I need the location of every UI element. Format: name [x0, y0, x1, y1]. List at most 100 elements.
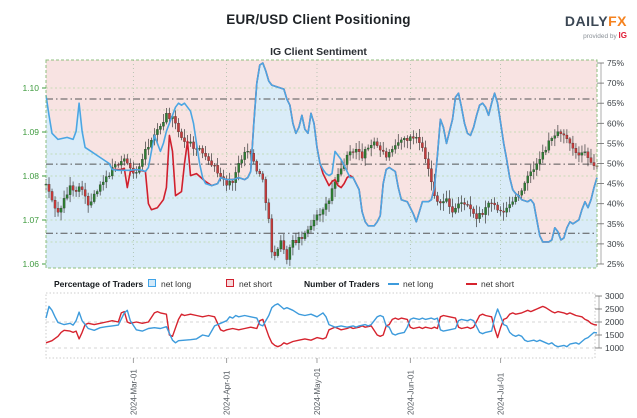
candle-body: [529, 171, 532, 177]
candle-body: [571, 142, 575, 149]
candle-body: [589, 157, 593, 163]
candle-body: [463, 202, 466, 205]
price-tick-label: 1.10: [22, 83, 39, 93]
candle-body: [83, 189, 87, 197]
legend-swatch-pct-net-short-icon: [226, 279, 234, 287]
candle-body: [312, 220, 316, 227]
candle-body: [165, 113, 168, 123]
candle-body: [439, 201, 442, 204]
candle-body: [451, 206, 454, 213]
candle-body: [378, 145, 382, 151]
candle-body: [213, 165, 216, 167]
percent-tick-label: 65%: [607, 98, 624, 108]
candle-body: [562, 133, 566, 136]
candle-body: [583, 151, 587, 153]
date-tick-label: 2024-Mar-01: [129, 369, 138, 415]
candle-body: [481, 213, 484, 215]
candle-body: [68, 185, 72, 195]
candle-body: [403, 138, 406, 141]
candle-body: [457, 203, 460, 209]
candle-body: [556, 131, 560, 136]
candle-body: [168, 113, 171, 119]
candle-body: [547, 140, 551, 151]
candle-body: [77, 186, 81, 192]
candle-body: [71, 185, 75, 191]
candle-body: [315, 214, 319, 221]
candle-body: [586, 151, 590, 158]
candle-body: [306, 229, 310, 234]
candle-body: [65, 194, 69, 199]
candle-body: [135, 172, 138, 174]
candle-body: [523, 182, 526, 191]
candle-body: [526, 175, 529, 184]
candle-body: [475, 213, 478, 219]
candle-body: [276, 248, 280, 256]
candle-body: [520, 190, 523, 196]
candle-body: [541, 152, 545, 160]
candle-body: [147, 147, 150, 150]
candle-body: [86, 195, 90, 206]
candle-body: [273, 251, 277, 256]
candle-body: [394, 145, 397, 150]
candle-body: [216, 165, 219, 174]
candle-body: [285, 249, 289, 260]
candle-body: [538, 159, 542, 164]
candle-body: [192, 141, 195, 149]
provided-by-ig-label: provided by IG: [583, 31, 627, 40]
pct-net-long-line: [45, 62, 598, 243]
num-net-short-line: [45, 305, 598, 348]
candle-body: [123, 158, 126, 162]
percent-tick-label: 60%: [607, 118, 624, 128]
page-title: EUR/USD Client Positioning: [226, 12, 411, 27]
candle-body: [159, 126, 162, 130]
candle-body: [291, 240, 295, 248]
candle-body: [324, 203, 328, 210]
price-tick-label: 1.08: [22, 171, 39, 181]
number-panel-border: [45, 292, 596, 359]
candle-body: [466, 204, 469, 206]
candle-body: [183, 137, 186, 142]
candle-body: [279, 240, 283, 250]
candle-body: [50, 191, 54, 201]
candle-body: [354, 149, 358, 153]
candle-body: [357, 149, 361, 152]
candle-body: [98, 184, 102, 192]
candle-body: [397, 142, 400, 146]
candle-body: [339, 168, 343, 175]
candle-body: [129, 163, 132, 169]
candle-body: [418, 137, 421, 143]
candle-body: [303, 232, 307, 239]
candle-body: [318, 214, 322, 216]
candle-body: [297, 237, 301, 244]
candle-body: [424, 147, 427, 160]
candle-body: [409, 136, 412, 141]
legend-label-num-net-short: net short: [481, 279, 515, 289]
candle-body: [198, 148, 201, 150]
candle-body: [219, 173, 222, 177]
candle-body: [391, 149, 394, 153]
candle-body: [427, 158, 430, 169]
percent-tick-label: 75%: [607, 58, 624, 68]
candle-body: [114, 164, 117, 168]
candle-body: [231, 180, 234, 183]
candle-body: [333, 181, 337, 189]
candle-body: [544, 150, 548, 153]
candle-body: [469, 204, 472, 210]
candle-body: [141, 159, 144, 167]
candle-body: [201, 148, 204, 154]
candle-body: [490, 202, 493, 204]
candle-body: [565, 134, 569, 139]
candle-body: [309, 225, 313, 230]
candle-body: [445, 198, 448, 202]
candle-body: [366, 147, 370, 150]
candle-body: [496, 204, 499, 211]
dailyfx-logo: DAILYFX provided by IG: [565, 14, 627, 44]
candle-body: [568, 138, 572, 144]
candle-body: [487, 202, 490, 208]
candle-body: [421, 142, 424, 148]
candle-body: [174, 116, 177, 124]
chart-legend: Percentage of Traders net long net short…: [0, 276, 637, 292]
chart-subtitle: IG Client Sentiment: [270, 46, 367, 58]
candle-body: [369, 145, 373, 149]
candle-body: [267, 202, 271, 219]
